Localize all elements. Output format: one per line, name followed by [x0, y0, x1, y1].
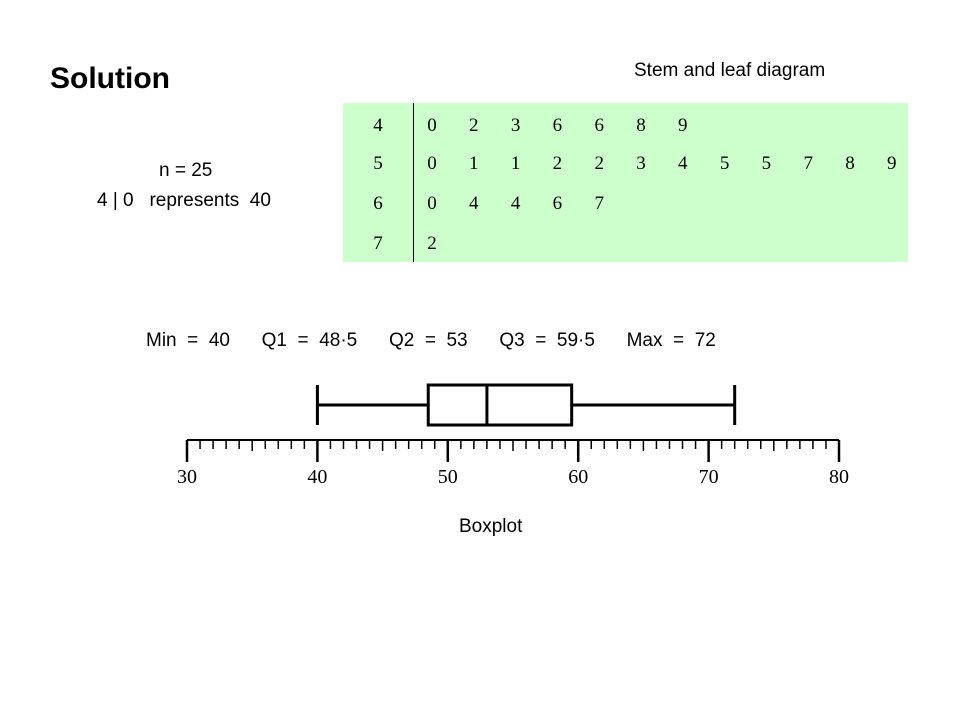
leaf-value: 0	[427, 153, 437, 174]
stem-leaf-divider	[413, 103, 414, 262]
leaf-value: 4	[510, 193, 521, 214]
stat-q1: Q1 = 48·5	[261, 330, 358, 351]
leaf-value: 4	[678, 153, 688, 174]
iqr-box	[426, 383, 574, 427]
leaf-value: 3	[636, 153, 646, 174]
stem-leaf-row: 6 0 4 4 6 7	[343, 194, 908, 214]
tick-label: 80	[829, 466, 849, 488]
leaf-value: 9	[887, 153, 897, 174]
leaf-value: 5	[761, 153, 772, 174]
leaf-value: 2	[427, 233, 437, 254]
leaf-value: 5	[719, 153, 730, 174]
stem-value: 7	[373, 233, 383, 254]
summary-stats: Min = 40 Q1 = 48·5 Q2 = 53 Q3 = 59·5 Max…	[146, 330, 716, 352]
sample-size-label: n = 25	[159, 160, 213, 181]
leaf-value: 2	[469, 115, 479, 136]
stem-leaf-row: 4 0 2 3 6 6 8 9	[343, 116, 908, 136]
leaf-value: 6	[552, 115, 563, 136]
leaf-value: 0	[427, 115, 437, 136]
stat-q3: Q3 = 59·5	[499, 330, 595, 351]
tick-label: 40	[307, 466, 327, 488]
boxplot-caption: Boxplot	[459, 516, 523, 537]
tick-label: 50	[438, 466, 458, 488]
leaf-value: 3	[510, 115, 521, 136]
stat-max: Max = 72	[626, 330, 716, 351]
tick-label: 30	[177, 466, 197, 488]
stem-leaf-key: 4 | 0 represents 40	[97, 190, 271, 211]
leaf-value: 2	[552, 153, 563, 174]
stem-value: 5	[373, 153, 383, 174]
tick-label: 60	[568, 466, 588, 488]
leaf-value: 9	[678, 115, 688, 136]
leaf-value: 7	[803, 153, 813, 174]
stem-value: 6	[373, 193, 383, 214]
boxplot-chart: 30 40 50 60 70 80	[177, 383, 849, 488]
page-title: Solution	[50, 62, 170, 95]
leaf-value: 7	[594, 193, 604, 214]
leaf-value: 4	[469, 193, 479, 214]
leaf-value: 1	[469, 153, 479, 174]
stem-value: 4	[373, 115, 383, 136]
leaf-value: 8	[845, 153, 855, 174]
leaf-value: 1	[510, 153, 521, 174]
stem-leaf-caption: Stem and leaf diagram	[634, 60, 826, 81]
leaf-value: 6	[594, 115, 604, 136]
tick-label: 70	[699, 466, 719, 488]
leaf-value: 0	[427, 193, 437, 214]
stat-min: Min = 40	[146, 330, 230, 351]
leaf-value: 8	[636, 115, 646, 136]
stat-q2: Q2 = 53	[388, 330, 468, 351]
stem-leaf-row: 5 0 1 1 2 2 3 4 5 5 7 8 9	[343, 154, 908, 174]
leaf-value: 2	[594, 153, 604, 174]
leaf-value: 6	[552, 193, 563, 214]
